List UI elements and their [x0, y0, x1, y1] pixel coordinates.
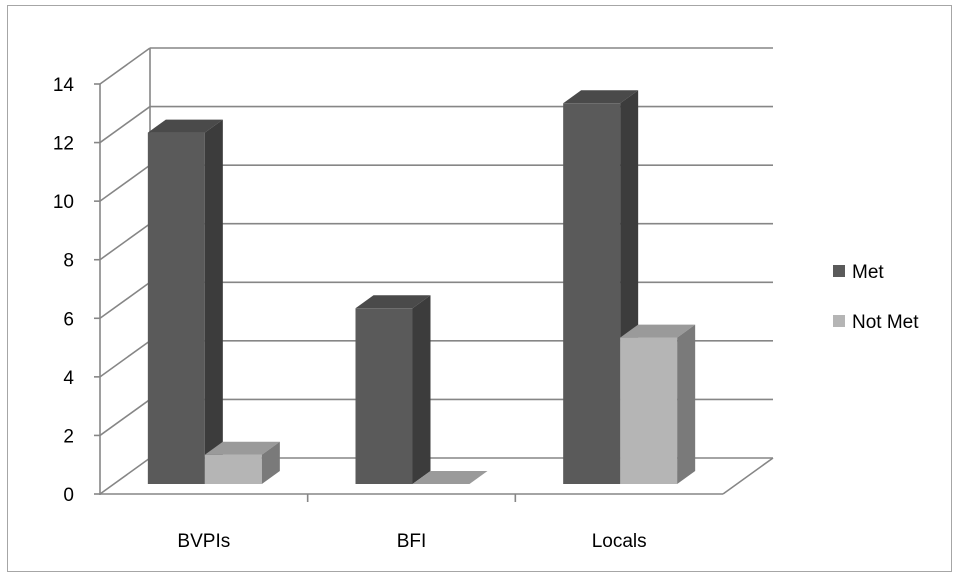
bar	[147, 119, 223, 485]
axes	[94, 83, 774, 502]
bar-side-face	[412, 295, 431, 484]
gridline-side	[99, 223, 151, 261]
y-tick-label: 0	[63, 485, 74, 506]
gridline-side	[99, 457, 151, 495]
legend: Met Not Met	[833, 262, 919, 333]
bar-front-face	[147, 132, 205, 485]
gridline-side	[99, 105, 151, 144]
legend-swatch	[833, 315, 845, 327]
bar-side-face	[204, 119, 223, 485]
bar-top-face	[355, 295, 431, 309]
bar-front-face	[355, 308, 413, 484]
x-tick-label: BFI	[397, 531, 427, 552]
x-tick-label: Locals	[592, 531, 647, 552]
bar	[620, 324, 696, 484]
bar-front-face	[620, 337, 678, 484]
bar-top-face	[204, 441, 280, 455]
legend-label: Not Met	[852, 312, 919, 333]
gridline-side	[99, 398, 151, 437]
labels: 0 2 4 6 8 10 12 14 BVPIs BFI Locals	[53, 75, 647, 552]
gridline-side	[99, 281, 151, 319]
bar-side-face	[677, 324, 696, 484]
legend-swatch	[833, 265, 845, 277]
y-tick-label: 8	[63, 251, 74, 272]
bar-top-face	[412, 471, 488, 484]
bar-front-face	[563, 103, 621, 485]
bar-top-face	[563, 90, 639, 104]
y-tick-label: 14	[53, 75, 75, 96]
bar	[355, 295, 431, 484]
bar-front-face	[204, 454, 262, 484]
gridline-side	[99, 47, 151, 85]
bars	[147, 90, 696, 485]
bar-top-face	[620, 324, 696, 338]
floor-right-edge	[722, 457, 774, 495]
gridline-side	[99, 164, 151, 202]
y-tick-label: 2	[63, 426, 74, 447]
y-tick-label: 6	[63, 309, 74, 330]
y-tick-label: 12	[53, 134, 74, 155]
bar-side-face	[261, 441, 280, 484]
gridline-side	[99, 340, 151, 378]
bar	[563, 90, 639, 485]
x-tick-label: BVPIs	[177, 531, 230, 552]
y-tick-label: 10	[53, 192, 74, 213]
bar	[204, 441, 280, 484]
legend-label: Met	[852, 262, 884, 283]
bar	[412, 471, 488, 484]
y-tick-label: 4	[63, 368, 74, 389]
bar-top-face	[147, 119, 223, 133]
